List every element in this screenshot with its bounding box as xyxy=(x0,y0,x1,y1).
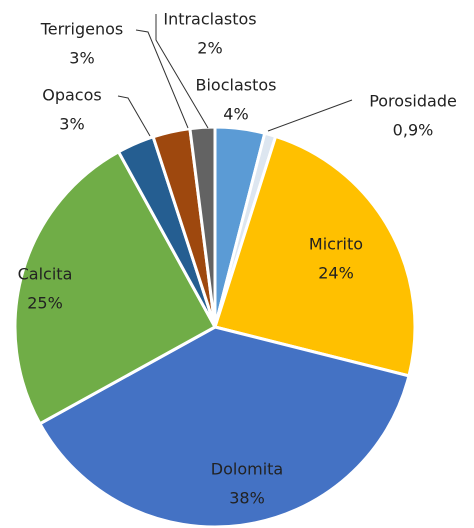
slice-label: Opacos xyxy=(42,86,101,105)
leader-line xyxy=(155,14,209,129)
pie-slice xyxy=(13,149,218,426)
slice-label: Terrigenos xyxy=(40,20,123,39)
slice-value: 4% xyxy=(223,105,248,124)
leader-line xyxy=(267,99,353,132)
slice-value: 24% xyxy=(318,264,354,283)
slice-value: 25% xyxy=(27,294,63,313)
slice-label: Bioclastos xyxy=(196,76,277,95)
slice-value: 38% xyxy=(229,489,265,508)
slice-value: 2% xyxy=(197,39,222,58)
slice-label: Micrito xyxy=(309,235,363,254)
slice-label: Calcita xyxy=(18,265,73,284)
pie-slice xyxy=(188,125,217,328)
pie-slice xyxy=(37,325,411,528)
slice-label: Dolomita xyxy=(211,460,283,479)
slice-value: 0,9% xyxy=(393,121,434,140)
slice-value: 3% xyxy=(69,49,94,68)
leader-line xyxy=(117,95,151,137)
slice-label: Porosidade xyxy=(369,92,457,111)
slice-label: Intraclastos xyxy=(163,10,256,29)
pie-slice xyxy=(213,134,417,378)
slice-value: 3% xyxy=(59,115,84,134)
leader-line xyxy=(135,29,189,129)
